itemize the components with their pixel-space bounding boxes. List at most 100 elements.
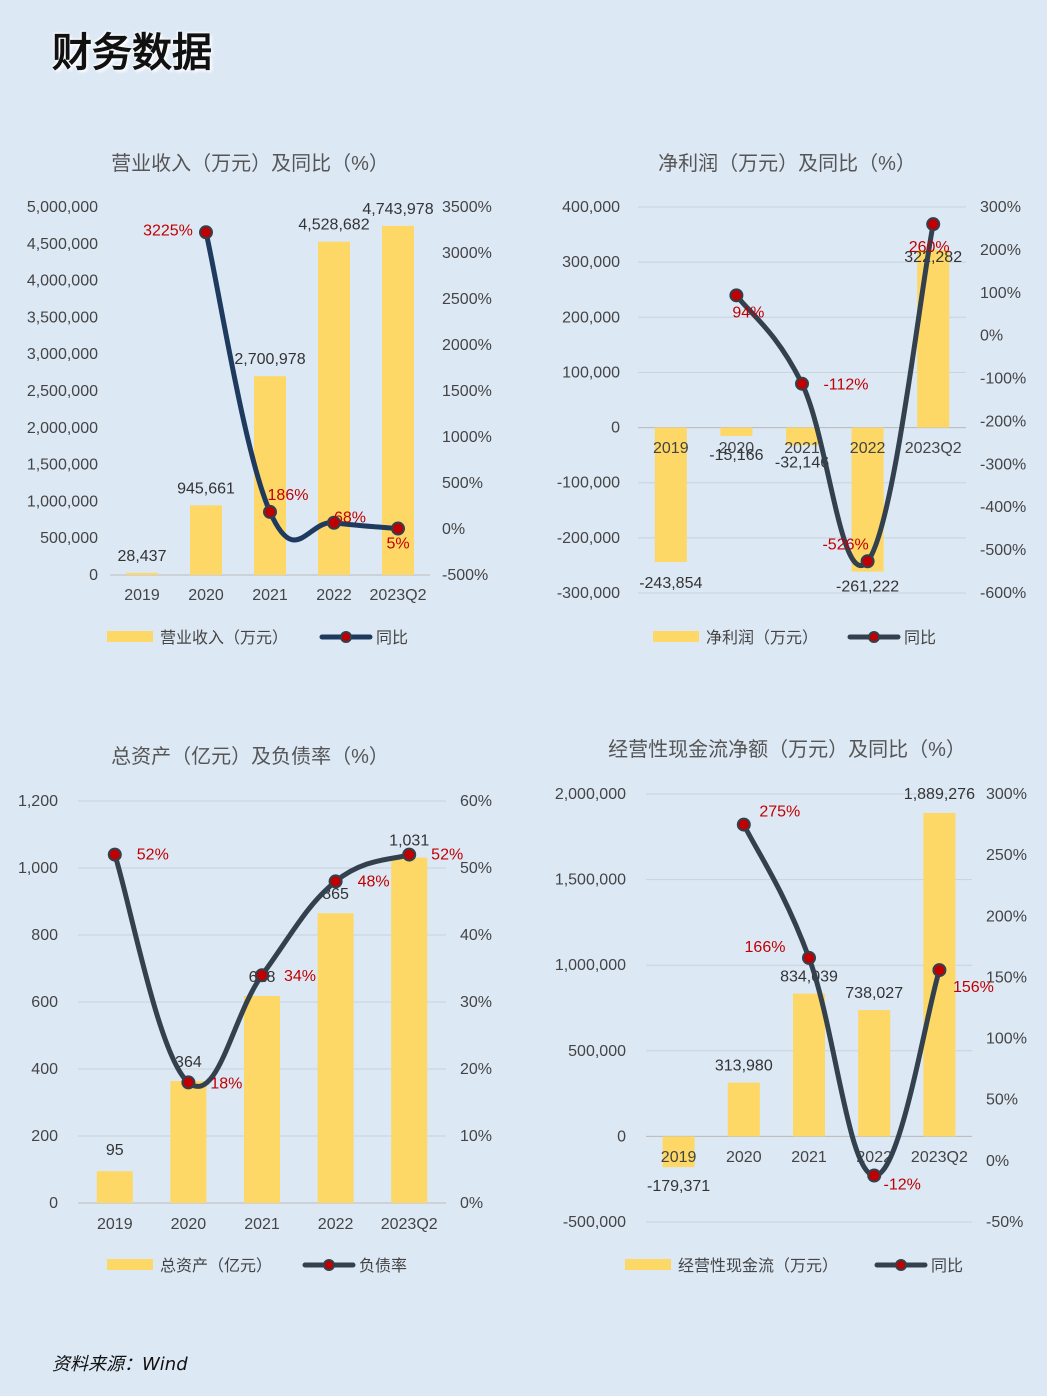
x-tick-label: 2021 <box>784 440 820 457</box>
y-right-tick: -50% <box>986 1214 1023 1231</box>
y-right-tick: -400% <box>980 499 1026 516</box>
legend-line-label: 同比 <box>931 1257 963 1275</box>
y-right-tick: 3500% <box>442 199 492 216</box>
series-line <box>203 229 401 543</box>
bar-data-label: -32,146 <box>775 454 829 471</box>
chart-title: 净利润（万元）及同比（%） <box>658 152 916 175</box>
y-left-tick: -500,000 <box>563 1214 626 1231</box>
line-data-label: -112% <box>823 377 868 394</box>
bar-data-label: 2,700,978 <box>234 351 305 368</box>
y-left-tick: 500,000 <box>568 1043 626 1060</box>
line-data-label: 94% <box>732 304 764 321</box>
bar <box>662 1136 695 1168</box>
line-marker <box>181 1075 196 1090</box>
x-tick-label: 2023Q2 <box>911 1149 968 1166</box>
legend-bar-swatch <box>107 631 153 642</box>
y-right-tick: 100% <box>980 285 1021 302</box>
y-right-tick: 100% <box>986 1031 1027 1048</box>
bar-data-label: 313,980 <box>715 1058 773 1075</box>
line-data-label: -12% <box>884 1177 921 1194</box>
line-data-label: 18% <box>210 1075 242 1092</box>
line-data-label: 48% <box>358 873 390 890</box>
y-right-tick: 500% <box>442 475 483 492</box>
y-right-tick: 1500% <box>442 383 492 400</box>
y-left-tick: 500,000 <box>40 530 98 547</box>
bar <box>317 913 354 1203</box>
line-data-label: 5% <box>386 536 409 553</box>
bar-data-label: 834,039 <box>780 969 838 986</box>
y-left-tick: 100,000 <box>562 364 620 381</box>
y-left-tick: 0 <box>49 1195 58 1212</box>
line-data-label: 52% <box>431 847 463 864</box>
y-right-tick: 10% <box>460 1128 492 1145</box>
x-tick-label: 2019 <box>653 440 689 457</box>
chart-revenue: 营业收入（万元）及同比（%） 0 500,000 1,000,000 1,500,000… <box>27 152 492 647</box>
y-left-tick: 1,000,000 <box>27 493 98 510</box>
chart-title: 经营性现金流净额（万元）及同比（%） <box>608 738 966 761</box>
y-left-tick: -300,000 <box>557 585 620 602</box>
bar <box>244 995 280 1203</box>
line-data-label: 68% <box>334 510 366 527</box>
y-right-tick: -500% <box>980 542 1026 559</box>
y-right-tick: 200% <box>980 242 1021 259</box>
y-right-tick: 50% <box>460 860 492 877</box>
legend-bar-label: 经营性现金流（万元） <box>678 1257 838 1275</box>
bar-data-label: 1,889,276 <box>904 786 975 803</box>
bar-data-label: -179,371 <box>647 1178 710 1195</box>
y-right-tick: 200% <box>986 908 1027 925</box>
y-right-tick: 250% <box>986 847 1027 864</box>
y-left-tick: 1,500,000 <box>27 457 98 474</box>
y-right-tick: 3000% <box>442 245 492 262</box>
x-tick-label: 2023Q2 <box>381 1216 438 1233</box>
legend-line-label: 负债率 <box>359 1257 407 1275</box>
y-left-tick: 1,500,000 <box>555 872 626 889</box>
line-marker <box>867 1168 882 1183</box>
line-marker <box>736 817 751 832</box>
legend-line-label: 同比 <box>376 629 408 647</box>
y-right-tick: 150% <box>986 969 1027 986</box>
y-right-tick: 40% <box>460 927 492 944</box>
line-data-label: 186% <box>268 487 309 504</box>
y-right-tick: -500% <box>442 567 488 584</box>
y-right-tick: 1000% <box>442 429 492 446</box>
page-title: 财务数据 <box>52 30 212 76</box>
bar <box>96 1171 133 1203</box>
line-marker <box>327 515 341 530</box>
y-right-tick: 0% <box>980 328 1003 345</box>
line-data-label: 52% <box>137 847 169 864</box>
y-right-tick: 0% <box>460 1195 483 1212</box>
bar-data-label: 738,027 <box>845 985 903 1002</box>
bar <box>786 427 818 446</box>
y-right-tick: 0% <box>442 521 465 538</box>
y-left-tick: 0 <box>89 567 98 584</box>
bar <box>391 857 428 1203</box>
bar-data-label: 322,282 <box>904 249 962 266</box>
line-data-label: 260% <box>909 239 950 256</box>
bar-data-label: 945,661 <box>177 480 235 497</box>
line-data-label: -526% <box>822 536 868 553</box>
y-right-tick: 30% <box>460 994 492 1011</box>
y-left-tick: 800 <box>31 927 58 944</box>
y-left-tick: 2,000,000 <box>555 786 626 803</box>
y-left-tick: 600 <box>31 994 58 1011</box>
line-marker <box>199 225 213 240</box>
line-marker <box>729 288 744 303</box>
bar <box>858 1010 891 1137</box>
x-tick-label: 2020 <box>171 1216 207 1233</box>
y-left-tick: 2,500,000 <box>27 383 98 400</box>
y-right-tick: 2500% <box>442 291 492 308</box>
chart-netprofit: 净利润（万元）及同比（%） -300,000 -200,000 -100,000 0 10… <box>557 152 1026 647</box>
y-right-tick: 300% <box>986 786 1027 803</box>
y-left-tick: 1,200 <box>18 793 58 810</box>
footer-source: 资料来源：Wind <box>52 1354 188 1375</box>
x-tick-label: 2019 <box>97 1216 133 1233</box>
legend-bar-swatch <box>107 1259 153 1270</box>
x-tick-label: 2022 <box>856 1149 892 1166</box>
chart-title: 总资产（亿元）及负债率（%） <box>111 745 389 768</box>
y-right-tick: 50% <box>986 1092 1018 1109</box>
bar-data-label: -243,854 <box>639 575 702 592</box>
line-marker <box>328 874 343 889</box>
y-left-tick: 5,000,000 <box>27 199 98 216</box>
line-data-label: 156% <box>953 979 994 996</box>
line-data-label: 3225% <box>143 222 193 239</box>
